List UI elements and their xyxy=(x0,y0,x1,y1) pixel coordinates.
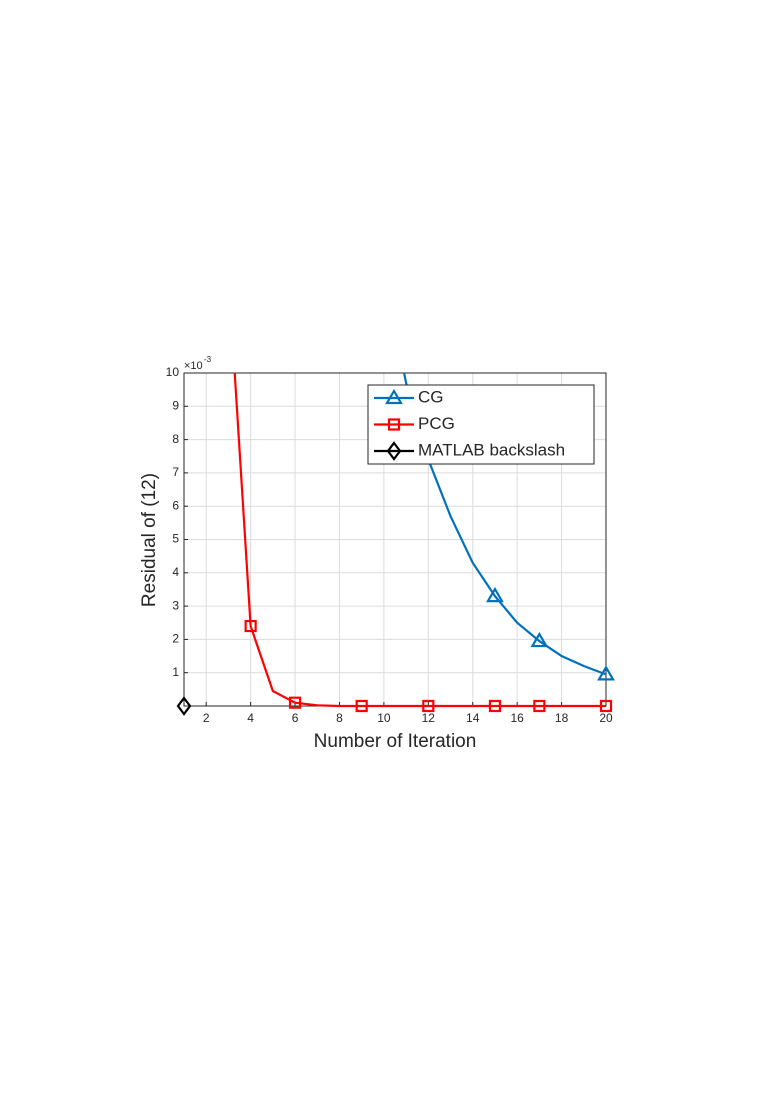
x-tick-label: 16 xyxy=(510,711,524,725)
marker xyxy=(244,619,257,633)
x-tick-label: 8 xyxy=(336,711,343,725)
marker xyxy=(486,586,504,603)
y-tick-label: 1 xyxy=(172,665,179,679)
marker xyxy=(422,699,435,713)
legend-marker xyxy=(385,388,403,405)
x-tick-label: 20 xyxy=(599,711,613,725)
y-tick-label: 8 xyxy=(172,432,179,446)
marker xyxy=(533,699,546,713)
marker xyxy=(597,665,615,681)
marker xyxy=(488,699,502,713)
y-exponent-base: ×10 xyxy=(184,360,203,372)
x-tick-label: 18 xyxy=(555,711,569,725)
y-tick-label: 4 xyxy=(172,565,179,579)
y-tick-label: 5 xyxy=(172,532,179,546)
marker xyxy=(176,696,192,716)
x-tick-label: 12 xyxy=(422,711,436,725)
x-axis-label: Number of Iteration xyxy=(314,731,477,752)
x-tick-label: 6 xyxy=(292,711,299,725)
y-tick-label: 10 xyxy=(166,365,180,379)
y-tick-label: 2 xyxy=(172,632,179,646)
x-tick-label: 14 xyxy=(466,711,480,725)
x-tick-label: 2 xyxy=(203,711,210,725)
series-line xyxy=(233,373,606,708)
legend-label: PCG xyxy=(418,414,455,433)
y-tick-label: 3 xyxy=(172,598,179,612)
legend-marker xyxy=(387,418,401,431)
y-tick-label: 7 xyxy=(172,465,179,479)
y-tick-label: 6 xyxy=(172,498,179,512)
x-tick-label: 10 xyxy=(377,711,391,725)
x-tick-label: 4 xyxy=(247,711,254,725)
marker xyxy=(530,631,549,648)
legend-marker xyxy=(386,441,402,461)
y-exponent-power: -3 xyxy=(204,355,212,364)
legend-label: MATLAB backslash xyxy=(418,440,565,459)
marker xyxy=(355,699,368,713)
y-tick-label: 9 xyxy=(172,398,179,412)
marker xyxy=(288,696,302,709)
marker xyxy=(599,699,613,713)
legend-label: CG xyxy=(418,387,444,406)
y-axis-label: Residual of (12) xyxy=(139,473,160,607)
